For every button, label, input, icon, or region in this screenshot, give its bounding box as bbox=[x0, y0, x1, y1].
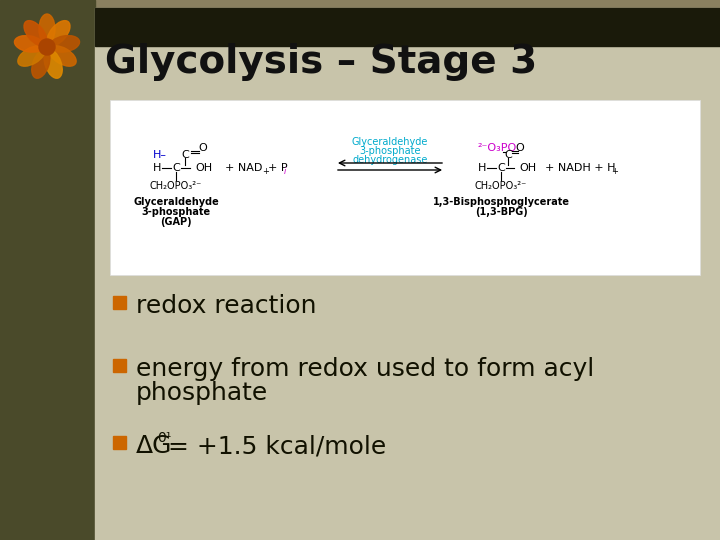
Text: OH: OH bbox=[195, 163, 212, 173]
Text: 3-phosphate: 3-phosphate bbox=[359, 146, 420, 156]
Text: Glyceraldehyde: Glyceraldehyde bbox=[352, 137, 428, 147]
Ellipse shape bbox=[18, 46, 45, 66]
Text: C: C bbox=[504, 150, 512, 160]
Text: i: i bbox=[284, 167, 287, 177]
Bar bbox=[113, 359, 126, 372]
Text: 1,3-Bisphosphoglycerate: 1,3-Bisphosphoglycerate bbox=[433, 197, 570, 207]
Bar bbox=[113, 296, 126, 309]
Text: C: C bbox=[172, 163, 180, 173]
Ellipse shape bbox=[7, 4, 87, 90]
Bar bbox=[95, 8, 720, 46]
Bar bbox=[113, 436, 126, 449]
Text: dehydrogenase: dehydrogenase bbox=[352, 155, 428, 165]
Text: 0¹: 0¹ bbox=[157, 431, 171, 445]
Text: CH₂OPO₃²⁻: CH₂OPO₃²⁻ bbox=[150, 181, 202, 191]
Text: OH: OH bbox=[519, 163, 536, 173]
Text: (GAP): (GAP) bbox=[160, 217, 192, 227]
Bar bbox=[95, 8, 720, 540]
Text: CH₂OPO₃²⁻: CH₂OPO₃²⁻ bbox=[475, 181, 527, 191]
Ellipse shape bbox=[39, 14, 55, 44]
Bar bbox=[110, 100, 700, 275]
Bar bbox=[0, 0, 95, 540]
Ellipse shape bbox=[49, 46, 76, 66]
Text: Glycolysis – Stage 3: Glycolysis – Stage 3 bbox=[105, 43, 537, 81]
Text: = +1.5 kcal/mole: = +1.5 kcal/mole bbox=[168, 434, 386, 458]
Text: + P: + P bbox=[268, 163, 287, 173]
Text: O: O bbox=[199, 143, 207, 153]
Ellipse shape bbox=[50, 36, 80, 52]
Text: C: C bbox=[181, 150, 189, 160]
Text: energy from redox used to form acyl: energy from redox used to form acyl bbox=[136, 357, 594, 381]
Text: H: H bbox=[153, 163, 161, 173]
Text: (1,3-BPG): (1,3-BPG) bbox=[474, 207, 527, 217]
Circle shape bbox=[39, 39, 55, 55]
Text: 3-phosphate: 3-phosphate bbox=[141, 207, 210, 217]
Text: +: + bbox=[262, 167, 269, 177]
Text: H: H bbox=[478, 163, 486, 173]
Text: redox reaction: redox reaction bbox=[136, 294, 317, 318]
Text: O: O bbox=[516, 143, 524, 153]
Text: + NADH + H: + NADH + H bbox=[545, 163, 616, 173]
Text: ²⁻O₃PO: ²⁻O₃PO bbox=[478, 143, 517, 153]
Text: phosphate: phosphate bbox=[136, 381, 269, 405]
Text: ΔG: ΔG bbox=[136, 434, 172, 458]
Ellipse shape bbox=[14, 36, 44, 52]
Ellipse shape bbox=[32, 50, 50, 78]
Text: C: C bbox=[497, 163, 505, 173]
Text: Glyceraldehyde: Glyceraldehyde bbox=[133, 197, 219, 207]
Ellipse shape bbox=[24, 21, 47, 46]
Text: +: + bbox=[611, 167, 618, 177]
Ellipse shape bbox=[44, 50, 62, 78]
Text: + NAD: + NAD bbox=[225, 163, 262, 173]
Text: H–: H– bbox=[153, 150, 167, 160]
Ellipse shape bbox=[47, 21, 70, 46]
Bar bbox=[0, 0, 720, 8]
